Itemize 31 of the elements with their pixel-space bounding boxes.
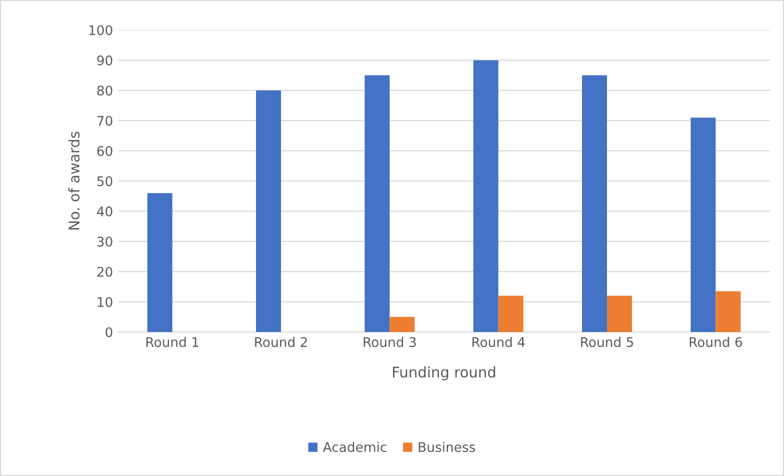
- y-tick-label: 50: [97, 176, 112, 186]
- x-tick-label: Round 3: [364, 336, 416, 348]
- bar: [256, 90, 281, 332]
- legend-label: Business: [418, 442, 476, 452]
- legend-label: Academic: [322, 442, 386, 452]
- x-tick-label: Round 5: [581, 336, 634, 348]
- x-tick-label: Round 1: [146, 336, 198, 348]
- x-axis-title: Funding round: [393, 366, 496, 380]
- x-tick-label: Round 6: [690, 336, 742, 348]
- bar: [364, 75, 390, 332]
- bar: [473, 60, 498, 332]
- y-tick-label: 10: [98, 297, 112, 307]
- y-tick-label: 20: [97, 266, 112, 277]
- bar: [390, 316, 415, 332]
- x-tick-label: Round 4: [472, 336, 525, 348]
- bar: [582, 75, 607, 332]
- bar: [716, 291, 741, 332]
- bar: [147, 193, 172, 332]
- y-tick-label: 80: [97, 86, 112, 96]
- y-tick-label: 40: [96, 206, 112, 216]
- y-tick-label: 90: [97, 55, 112, 66]
- x-tick-label: Round 2: [255, 336, 307, 348]
- bar: [498, 296, 524, 332]
- y-tick-label: 0: [106, 327, 112, 338]
- bar: [607, 296, 632, 332]
- y-tick-label: 70: [97, 116, 112, 126]
- y-tick-label: 60: [97, 146, 112, 156]
- y-tick-label: 30: [97, 236, 112, 247]
- y-tick-label: 100: [89, 25, 112, 36]
- y-axis-title: No. of awards: [68, 132, 80, 230]
- bar: [690, 118, 716, 332]
